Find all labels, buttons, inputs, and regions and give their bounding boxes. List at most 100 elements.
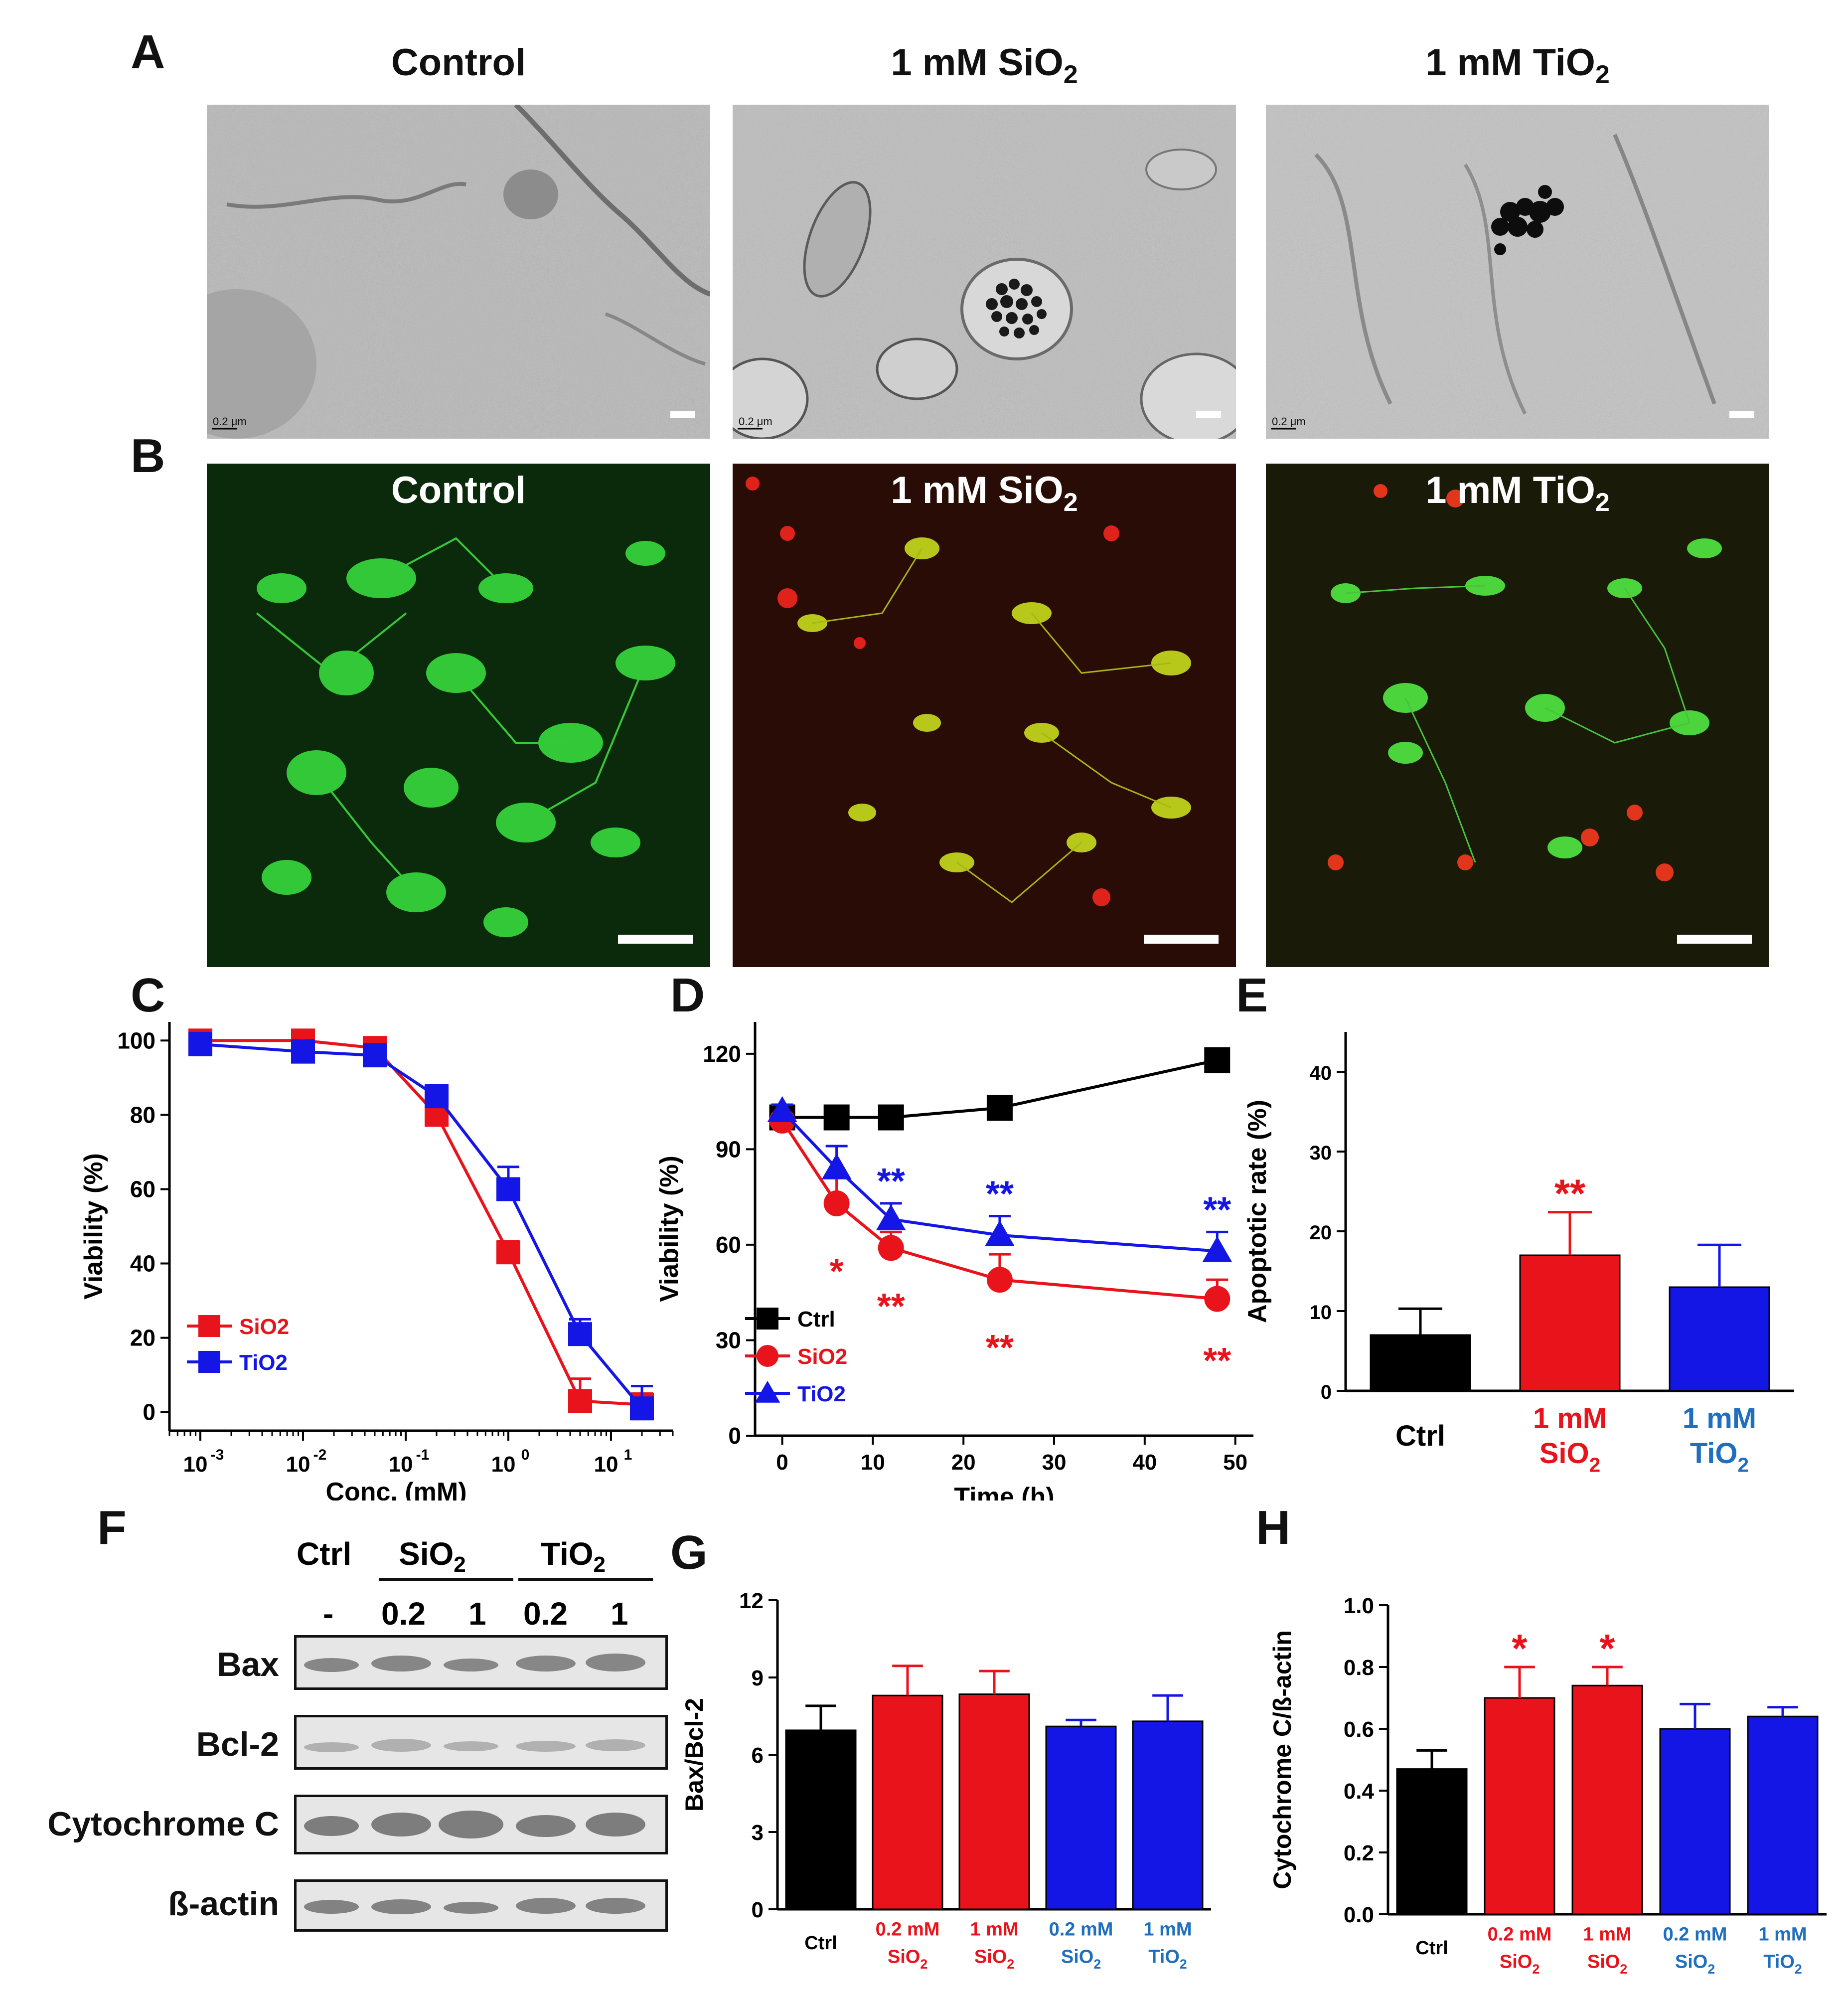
y-tick-label: 0: [143, 1399, 155, 1425]
y-tick-label: 9: [752, 1666, 764, 1690]
bar: [1484, 1697, 1555, 1915]
significance-marker: **: [877, 1287, 905, 1327]
blot-label-bax: Bax: [217, 1646, 279, 1683]
y-tick-label: 30: [716, 1327, 741, 1353]
legend-label: SiO2: [797, 1344, 847, 1369]
category-label-compound: SiO2: [888, 1947, 927, 1972]
x-axis-label: Time (h): [954, 1483, 1054, 1501]
blot-dose: 0.2: [381, 1596, 426, 1632]
category-label-compound: SiO2: [1500, 1952, 1540, 1977]
blot-dose: 1: [468, 1596, 486, 1632]
x-tick-label-exponent: -3: [211, 1447, 224, 1463]
data-point-ctrl: [878, 1104, 904, 1131]
chart-h: 0.0 0.2 0.4 0.6 0.8 1.0 Ctrl 0.2 mM SiO2 1 mM SiO2…: [1268, 1594, 1827, 1977]
category-label-compound: TiO2: [1763, 1952, 1802, 1977]
blot-dose: -: [323, 1596, 334, 1632]
blot-label-bcl2: Bcl-2: [196, 1725, 279, 1763]
y-tick-label: 0.6: [1344, 1717, 1374, 1742]
x-tick-label: 20: [951, 1450, 976, 1475]
data-point-tio2: [985, 1220, 1015, 1246]
y-tick-label: 60: [716, 1232, 741, 1258]
data-point-ctrl: [823, 1104, 850, 1131]
data-point-tio2: [291, 1039, 315, 1064]
blot-header-sio2: SiO2: [399, 1536, 466, 1577]
x-tick-label: 10: [389, 1452, 413, 1477]
bar: [958, 1693, 1030, 1910]
y-tick-label: 90: [716, 1136, 741, 1162]
tem-title-sio2: 1 mM SiO2: [891, 41, 1078, 90]
category-label-compound: TiO2: [1148, 1947, 1187, 1972]
panel-letter-e: E: [1236, 969, 1268, 1022]
fluorescence-image-tio2: [1266, 464, 1769, 967]
data-point-tio2: [188, 1032, 213, 1056]
panel-letter-c: C: [131, 969, 165, 1022]
x-tick-label-exponent: -2: [313, 1447, 327, 1463]
data-point-tio2: [767, 1096, 797, 1122]
tem-image-sio2: 0.2 μm: [733, 105, 1236, 439]
legend-marker: [198, 1315, 220, 1337]
significance-marker: **: [1203, 1341, 1231, 1381]
legend-marker: [757, 1345, 778, 1367]
category-label: 1 mM: [1583, 1924, 1631, 1945]
category-label-compound: SiO2: [974, 1947, 1014, 1972]
significance-marker: **: [986, 1174, 1014, 1214]
data-point-tio2: [568, 1322, 592, 1346]
y-tick-label: 0: [1321, 1381, 1332, 1403]
y-tick-label: 60: [130, 1176, 155, 1202]
category-label: 0.2 mM: [1488, 1924, 1552, 1945]
significance-marker: *: [1599, 1626, 1615, 1670]
panel-letter-f: F: [97, 1501, 127, 1554]
y-tick-label: 20: [130, 1325, 155, 1351]
significance-marker: **: [1554, 1171, 1586, 1216]
category-label: 1 mM: [1683, 1402, 1756, 1435]
category-label-compound: SiO2: [1675, 1952, 1715, 1977]
x-tick-label: 30: [1042, 1450, 1067, 1475]
x-tick-label: 40: [1132, 1450, 1157, 1475]
blot-band-bcl2: [294, 1715, 668, 1770]
chart-g: 0 3 6 9 12 Ctrl 0.2 mM SiO2 1 mM SiO2 0.2 mM SiO2 1 …: [680, 1589, 1211, 1972]
fluorescence-image-control: [207, 464, 710, 967]
tem-scale-label: 0.2 μm: [739, 415, 772, 428]
x-tick-label: 10: [594, 1452, 618, 1477]
legend-label: Ctrl: [797, 1307, 835, 1332]
blot-label-cytochrome-c: Cytochrome C: [47, 1805, 279, 1843]
x-tick-label: 0: [776, 1450, 788, 1475]
y-axis-label: Bax/Bcl-2: [680, 1698, 708, 1812]
legend-label: TiO2: [797, 1382, 846, 1406]
bar: [1396, 1768, 1468, 1915]
category-label: 1 mM: [1758, 1924, 1807, 1945]
bar: [1669, 1286, 1770, 1392]
category-label: 1 mM: [1143, 1919, 1192, 1940]
tem-scale-label: 0.2 μm: [1272, 415, 1306, 428]
y-tick-label: 3: [752, 1821, 764, 1845]
category-label: 1 mM: [1533, 1402, 1607, 1435]
y-tick-label: 1.0: [1344, 1594, 1374, 1618]
data-point-tio2: [425, 1084, 449, 1109]
y-tick-label: 0: [728, 1423, 741, 1449]
bar: [785, 1729, 857, 1910]
y-tick-label: 30: [1310, 1142, 1332, 1164]
y-tick-label: 0: [752, 1898, 764, 1922]
category-label-compound: TiO2: [1690, 1437, 1749, 1476]
category-label: 0.2 mM: [1663, 1924, 1727, 1945]
y-tick-label: 80: [130, 1102, 155, 1128]
significance-marker: **: [986, 1328, 1014, 1368]
y-tick-label: 0.2: [1344, 1841, 1374, 1865]
y-tick-label: 6: [752, 1743, 764, 1768]
category-label: Ctrl: [804, 1933, 837, 1954]
category-label: 0.2 mM: [1049, 1919, 1113, 1940]
data-point-ctrl: [1204, 1047, 1231, 1073]
x-tick-label: 10: [861, 1450, 885, 1475]
panel-letter-h: H: [1256, 1501, 1291, 1554]
bar: [1045, 1725, 1117, 1910]
fluorescence-title-tio2: 1 mM TiO2: [1425, 469, 1610, 517]
legend-marker: [755, 1380, 780, 1403]
blot-band-bax: [294, 1635, 668, 1690]
data-point-ctrl: [986, 1095, 1013, 1121]
x-tick-label-exponent: 1: [624, 1447, 632, 1463]
y-axis-label: Viability (%): [655, 1156, 684, 1302]
data-point-sio2: [1204, 1286, 1231, 1312]
blot-band-cytochrome-c: [294, 1795, 668, 1854]
y-tick-label: 120: [703, 1041, 741, 1067]
